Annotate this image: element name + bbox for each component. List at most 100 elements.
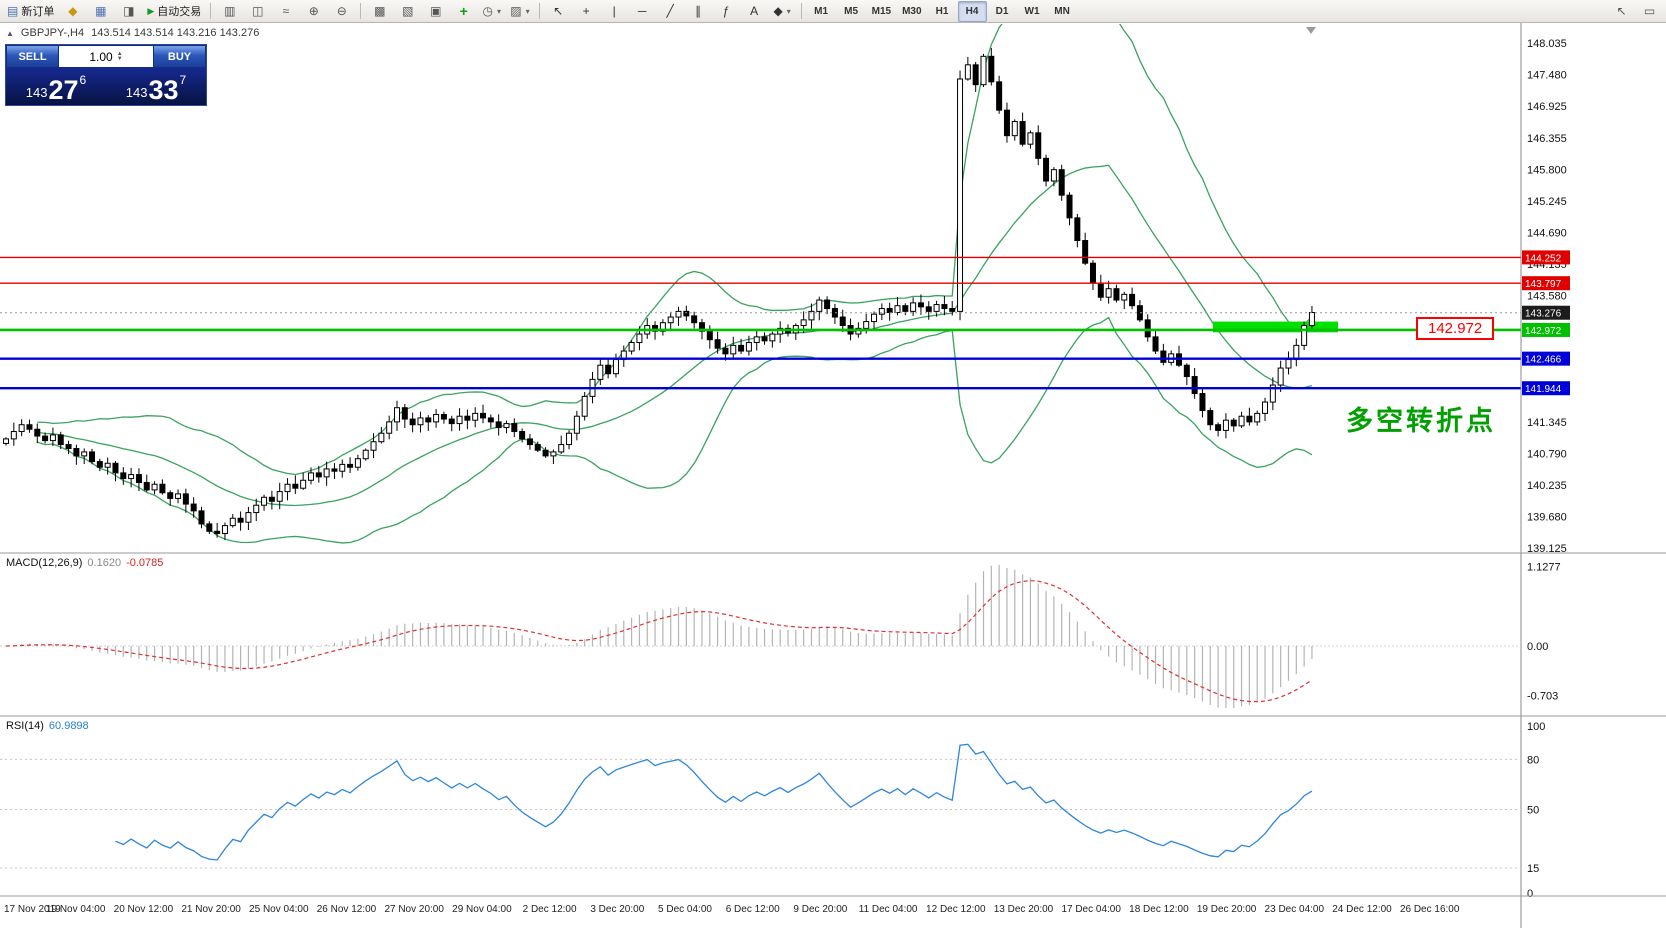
trendline-button[interactable]: ╱ (657, 1, 684, 22)
line-chart-button[interactable]: ≈ (272, 1, 299, 22)
macd-label: MACD(12,26,9) (6, 557, 83, 569)
candlestick-icon: ◫ (252, 4, 264, 18)
cascade-windows-icon: ▧ (402, 4, 414, 18)
autotrading-play-icon: ▶ (147, 5, 155, 16)
templates-icon: ▨ (510, 4, 522, 18)
toolbar-separator (800, 3, 802, 19)
svg-text:17 Dec 04:00: 17 Dec 04:00 (1061, 904, 1121, 915)
zoom-in-button[interactable]: ⊕ (300, 1, 327, 22)
price-axis: 148.035 147.480 146.925 146.355 145.800 145.2… (1520, 23, 1666, 928)
sell-price[interactable]: 143 27 6 (6, 68, 106, 105)
text-icon: A (750, 4, 759, 18)
svg-text:142.466: 142.466 (1525, 355, 1562, 366)
svg-text:140.790: 140.790 (1527, 449, 1567, 461)
chart-symbol-title: ▲ GBPJPY-,H4 143.514 143.514 143.216 143… (6, 27, 259, 39)
level-lines (0, 256, 1521, 390)
navigator-button[interactable]: ◨ (115, 1, 142, 22)
timeframe-mn[interactable]: MN (1054, 5, 1070, 17)
volume-up-icon[interactable]: ▲ (116, 50, 123, 57)
macd-layer (0, 565, 1521, 708)
buy-button[interactable]: BUY (153, 45, 206, 68)
timeframe-w1[interactable]: W1 (1024, 5, 1040, 17)
data-window-icon: ▦ (95, 4, 107, 18)
new-order-icon: ▤ (7, 4, 19, 18)
zoom-out-button[interactable]: ⊖ (328, 1, 355, 22)
rsi-header: RSI(14) 60.9898 (6, 720, 89, 732)
trendline-icon: ╱ (666, 4, 674, 18)
timeframe-m1[interactable]: M1 (814, 5, 829, 17)
candlestick-button[interactable]: ◫ (244, 1, 271, 22)
buy-price-main: 143 (125, 85, 148, 100)
fibonacci-button[interactable]: ƒ (713, 1, 740, 22)
volume-stepper[interactable]: ▲ ▼ (116, 50, 123, 62)
new-order-button[interactable]: ▤ 新订单 (3, 1, 58, 22)
remote-pointer-button[interactable]: ↖ (1608, 1, 1635, 22)
autotrading-button[interactable]: ▶ 自动交易 (143, 1, 205, 22)
horizontal-line-button[interactable]: ─ (629, 1, 656, 22)
bar-chart-button[interactable]: ▥ (216, 1, 243, 22)
periods-button[interactable]: ◷ ▾ (478, 1, 505, 22)
cascade-windows-button[interactable]: ▧ (394, 1, 421, 22)
svg-text:25 Nov 04:00: 25 Nov 04:00 (249, 904, 309, 915)
new-chart-icon: ▣ (430, 4, 442, 18)
fibonacci-icon: ƒ (722, 4, 730, 18)
data-window-button[interactable]: ▦ (87, 1, 114, 22)
vertical-line-button[interactable]: | (601, 1, 628, 22)
channel-button[interactable]: ∥ (685, 1, 712, 22)
svg-text:145.245: 145.245 (1527, 196, 1567, 208)
svg-text:18 Dec 12:00: 18 Dec 12:00 (1129, 904, 1189, 915)
timeframe-h4[interactable]: H4 (957, 0, 987, 22)
vertical-line-icon: | (612, 4, 616, 18)
volume-down-icon[interactable]: ▼ (116, 55, 123, 62)
svg-text:11 Dec 04:00: 11 Dec 04:00 (859, 904, 918, 915)
timeframe-m15[interactable]: M15 (871, 5, 892, 17)
buy-price[interactable]: 143 33 7 (106, 68, 206, 105)
sell-button[interactable]: SELL (6, 45, 59, 68)
chat-icon: ▭ (1643, 4, 1656, 18)
svg-text:5 Dec 04:00: 5 Dec 04:00 (658, 904, 712, 915)
zoom-in-icon: ⊕ (308, 4, 319, 18)
volume-input[interactable]: 1.00 ▲ ▼ (59, 45, 153, 68)
horizontal-line-icon: ─ (637, 4, 647, 18)
collapse-trade-panel-icon[interactable]: ▲ (6, 28, 14, 38)
periods-clock-icon: ◷ (482, 4, 493, 18)
crosshair-button[interactable]: + (573, 1, 600, 22)
templates-button[interactable]: ▨ ▾ (506, 1, 533, 22)
svg-text:140.235: 140.235 (1527, 480, 1567, 492)
timeframe-d1[interactable]: D1 (995, 5, 1009, 17)
buy-price-sup: 7 (179, 73, 187, 87)
cursor-button[interactable]: ↖ (545, 1, 572, 22)
chevron-down-icon: ▾ (497, 6, 502, 16)
price-level-label[interactable]: 142.972 (1416, 317, 1495, 340)
tile-windows-button[interactable]: ▩ (366, 1, 393, 22)
svg-text:9 Dec 20:00: 9 Dec 20:00 (793, 904, 847, 915)
timeframe-m30[interactable]: M30 (902, 5, 922, 17)
toolbar-separator (210, 3, 212, 19)
text-button[interactable]: A (741, 1, 768, 22)
volume-value: 1.00 (89, 49, 113, 64)
chevron-down-icon: ▾ (525, 6, 530, 16)
remote-chat-button[interactable]: ▭ (1636, 1, 1663, 22)
autotrading-label: 自动交易 (157, 6, 202, 18)
timeframe-m5[interactable]: M5 (844, 5, 859, 17)
metaeditor-button[interactable]: ◆ (59, 1, 86, 22)
buy-price-big: 33 (148, 75, 179, 106)
objects-button[interactable]: ◆ ▾ (769, 1, 796, 22)
annotation-text: 多空转折点 (1346, 406, 1496, 436)
timeframe-group: M1 M5 M15 M30 H1 H4 D1 W1 MN (807, 0, 1077, 22)
svg-text:143.276: 143.276 (1525, 309, 1562, 320)
svg-text:50: 50 (1527, 805, 1539, 817)
svg-text:148.035: 148.035 (1527, 38, 1567, 50)
macd-header: MACD(12,26,9) 0.1620 -0.0785 (6, 557, 163, 569)
svg-text:141.944: 141.944 (1525, 384, 1562, 395)
new-chart-button[interactable]: ▣ (422, 1, 449, 22)
timeframe-h1[interactable]: H1 (935, 5, 949, 17)
svg-text:145.800: 145.800 (1527, 165, 1567, 177)
svg-text:146.925: 146.925 (1527, 101, 1567, 113)
indicators-button[interactable]: + (450, 1, 477, 22)
svg-text:0: 0 (1527, 888, 1533, 900)
tile-windows-icon: ▩ (374, 4, 386, 18)
toolbar-separator (360, 3, 362, 19)
